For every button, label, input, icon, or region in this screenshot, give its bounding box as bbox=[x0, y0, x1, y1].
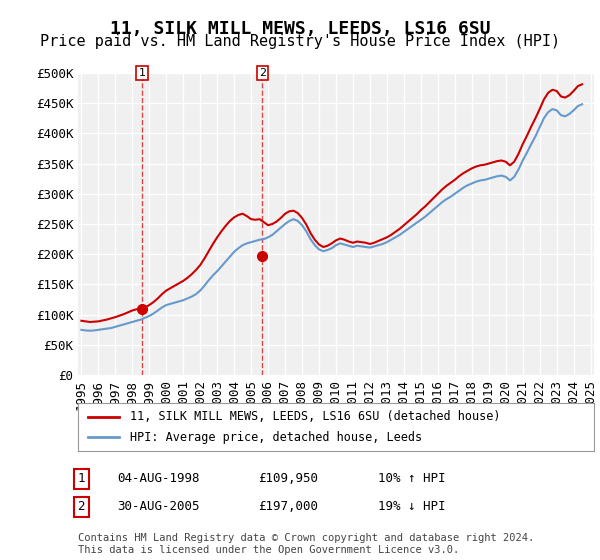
Text: 11, SILK MILL MEWS, LEEDS, LS16 6SU (detached house): 11, SILK MILL MEWS, LEEDS, LS16 6SU (det… bbox=[130, 410, 500, 423]
Text: £197,000: £197,000 bbox=[258, 500, 318, 514]
Text: 04-AUG-1998: 04-AUG-1998 bbox=[117, 472, 199, 486]
Text: 19% ↓ HPI: 19% ↓ HPI bbox=[378, 500, 445, 514]
Text: 1: 1 bbox=[139, 68, 146, 78]
Text: £109,950: £109,950 bbox=[258, 472, 318, 486]
Text: 2: 2 bbox=[259, 68, 266, 78]
Text: 10% ↑ HPI: 10% ↑ HPI bbox=[378, 472, 445, 486]
Text: Price paid vs. HM Land Registry's House Price Index (HPI): Price paid vs. HM Land Registry's House … bbox=[40, 34, 560, 49]
Text: 30-AUG-2005: 30-AUG-2005 bbox=[117, 500, 199, 514]
Text: Contains HM Land Registry data © Crown copyright and database right 2024.
This d: Contains HM Land Registry data © Crown c… bbox=[78, 533, 534, 555]
Text: 1: 1 bbox=[77, 472, 85, 486]
Text: 2: 2 bbox=[77, 500, 85, 514]
Text: 11, SILK MILL MEWS, LEEDS, LS16 6SU: 11, SILK MILL MEWS, LEEDS, LS16 6SU bbox=[110, 20, 490, 38]
Text: HPI: Average price, detached house, Leeds: HPI: Average price, detached house, Leed… bbox=[130, 431, 422, 444]
